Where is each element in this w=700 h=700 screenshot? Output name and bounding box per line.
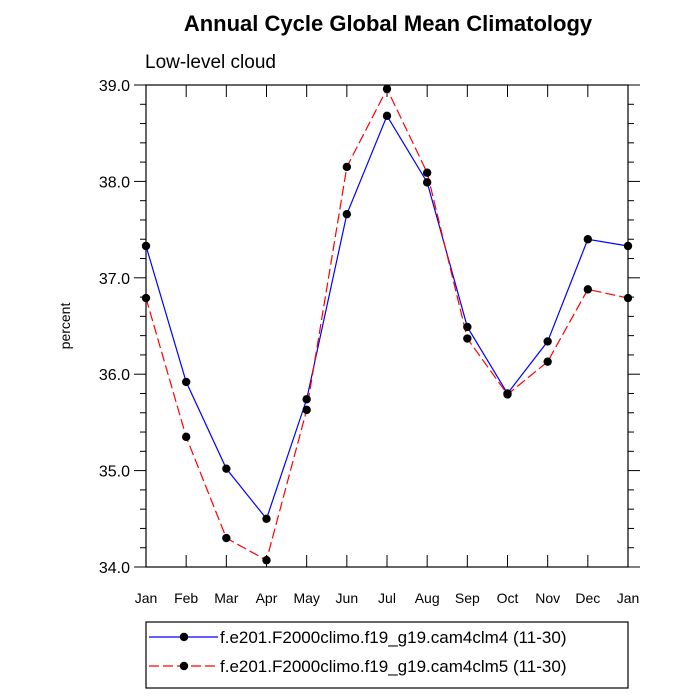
series-lines <box>145 87 629 562</box>
data-point-series-2 <box>543 357 552 366</box>
axis-ticks <box>134 84 640 568</box>
y-tick-label: 36.0 <box>99 367 130 384</box>
legend-label-1: f.e201.F2000climo.f19_g19.cam4clm4 (11-3… <box>220 628 566 647</box>
data-point-series-1 <box>583 235 593 244</box>
data-point-series-1 <box>262 514 271 523</box>
x-tick-label: Nov <box>535 590 560 606</box>
y-tick-label: 38.0 <box>99 174 130 191</box>
data-point-series-2 <box>342 162 352 172</box>
data-point-series-2 <box>422 168 432 177</box>
chart-subtitle: Low-level cloud <box>145 52 276 73</box>
data-point-series-2 <box>222 533 231 543</box>
x-tick-label: Jan <box>135 590 158 606</box>
legend-label-2: f.e201.F2000climo.f19_g19.cam4clm5 (11-3… <box>220 657 566 676</box>
y-axis-label: percent <box>57 303 73 350</box>
legend: f.e201.F2000climo.f19_g19.cam4clm4 (11-3… <box>149 628 566 676</box>
data-point-series-2 <box>463 334 472 343</box>
x-tick-label: Mar <box>214 590 238 606</box>
data-point-series-1 <box>422 178 432 187</box>
y-tick-labels: 34.0 35.0 36.0 37.0 38.0 39.0 <box>99 78 130 577</box>
data-point-series-2 <box>583 285 593 294</box>
data-point-series-2 <box>623 293 633 303</box>
data-point-series-2 <box>503 390 512 399</box>
x-tick-label: Feb <box>174 590 198 606</box>
data-point-series-2 <box>181 432 191 442</box>
x-tick-label: May <box>293 590 319 606</box>
data-point-series-1 <box>302 395 311 404</box>
plot-frame <box>145 84 629 568</box>
x-tick-label: Sep <box>455 590 480 606</box>
y-tick-label: 34.0 <box>99 560 130 577</box>
data-point-series-1 <box>382 111 392 121</box>
data-point-series-1 <box>342 209 352 219</box>
x-tick-label: Oct <box>497 590 519 606</box>
data-point-series-1 <box>181 377 191 387</box>
data-point-series-1 <box>543 337 552 346</box>
legend-box <box>145 621 629 689</box>
y-tick-label: 37.0 <box>99 271 130 288</box>
data-point-series-2 <box>382 84 392 94</box>
x-tick-label: Jun <box>336 590 359 606</box>
x-tick-labels: Jan Feb Mar Apr May Jun Jul Aug Sep Oct Nov Dec Jan <box>135 590 640 606</box>
chart-title: Annual Cycle Global Mean Climatology <box>184 11 593 36</box>
series-line-2 <box>145 87 629 562</box>
data-point-series-1 <box>141 241 151 251</box>
data-point-series-1 <box>463 322 472 332</box>
data-point-series-1 <box>222 464 231 473</box>
data-point-series-2 <box>262 556 271 565</box>
data-point-series-2 <box>302 405 311 415</box>
series-line-1 <box>145 114 629 521</box>
legend-marker-1 <box>179 632 189 642</box>
series-markers <box>141 84 633 565</box>
data-point-series-2 <box>141 293 151 303</box>
y-tick-label: 35.0 <box>99 464 130 481</box>
x-tick-label: Aug <box>415 590 440 606</box>
y-tick-label: 39.0 <box>99 78 130 95</box>
x-tick-label: Dec <box>575 590 600 606</box>
data-point-series-1 <box>623 241 633 251</box>
x-tick-label: Apr <box>256 590 278 606</box>
legend-marker-2 <box>179 661 189 671</box>
x-tick-label: Jul <box>378 590 396 606</box>
x-tick-label: Jan <box>617 590 640 606</box>
